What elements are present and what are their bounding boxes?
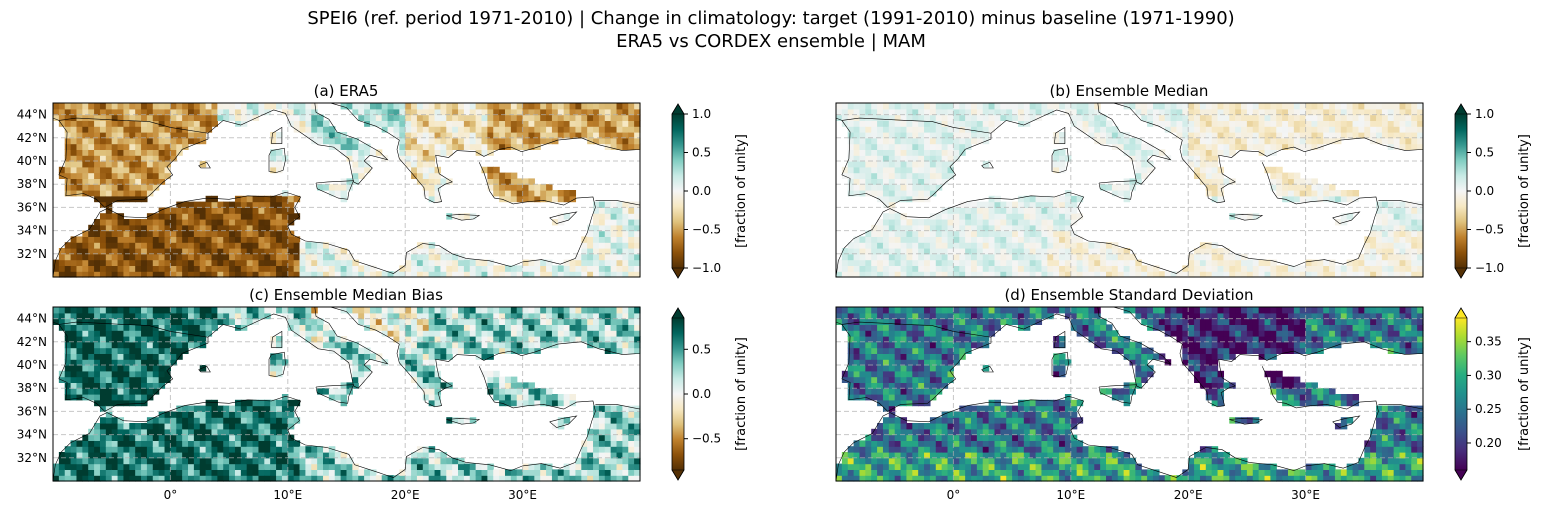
colorbar-c: [fraction of unity] 0.5 0.0 −0.5 <box>671 307 749 481</box>
lat-tick-label: 38°N <box>17 177 47 191</box>
lon-tick-label: 10°E <box>1056 488 1085 502</box>
lon-tick-label: 0° <box>164 488 178 502</box>
figure-title-line-1: SPEI6 (ref. period 1971-2010) | Change i… <box>307 8 1235 29</box>
panel-c-map: 44°N 42°N 40°N 38°N 36°N 34°N 32°N 0° 10°E 20°E 30… <box>17 306 641 502</box>
lat-tick-label: 42°N <box>17 335 47 349</box>
colorbar-tick-label: −0.5 <box>692 223 721 237</box>
colorbar-d-label: [fraction of unity] <box>1517 337 1532 451</box>
lat-tick-label: 40°N <box>17 358 47 372</box>
lat-tick-label: 34°N <box>17 224 47 238</box>
colorbar-d: [fraction of unity] 0.35 0.30 0.25 0.20 <box>1454 307 1532 481</box>
lat-tick-label: 44°N <box>17 108 47 122</box>
panel-d-map: 0° 10°E 20°E 30°E <box>835 306 1424 502</box>
colorbar-outline <box>671 307 685 481</box>
colorbar-tick-label: 0.35 <box>1475 335 1502 349</box>
panel-b-ensemble-median: (b) Ensemble Median <box>835 82 1424 278</box>
map-frame <box>52 306 641 482</box>
gridlines <box>53 307 640 481</box>
colorbar-extend-max <box>671 307 685 319</box>
colorbar-tick-label: 0.20 <box>1475 436 1502 450</box>
colorbar-b-label: [fraction of unity] <box>1517 134 1532 248</box>
gridlines <box>836 307 1423 481</box>
colorbar-tick-label: 0.30 <box>1475 368 1502 382</box>
panel-b-map <box>835 102 1424 278</box>
colorbar-extend-min <box>671 469 685 481</box>
colorbar-extend-max <box>1454 307 1468 319</box>
map-field-cells <box>836 307 1424 482</box>
colorbar-gradient <box>1455 114 1467 268</box>
colorbar-tick-label: −1.0 <box>1475 261 1504 275</box>
colorbar-c-label: [fraction of unity] <box>734 337 749 451</box>
figure-title-line-2: ERA5 vs CORDEX ensemble | MAM <box>616 31 926 52</box>
map-frame <box>835 306 1424 482</box>
colorbar-gradient <box>1455 318 1467 470</box>
lat-tick-label: 44°N <box>17 312 47 326</box>
colorbar-tick-label: 0.0 <box>692 387 711 401</box>
lon-tick-label: 10°E <box>273 488 302 502</box>
panel-d-ensemble-std: (d) Ensemble Standard Deviation 0° 10°E 20… <box>835 286 1424 502</box>
lat-tick-label: 32°N <box>17 451 47 465</box>
colorbar-outline <box>1454 307 1468 481</box>
colorbar-extend-min <box>1454 469 1468 481</box>
map-frame <box>835 102 1424 278</box>
panel-a-map: 44°N 42°N 40°N 38°N 36°N 34°N 32°N <box>17 102 641 278</box>
lon-tick-label: 20°E <box>391 488 420 502</box>
map-field-cells <box>53 103 641 278</box>
colorbar-tick-label: 0.0 <box>692 184 711 198</box>
colorbar-tick-label: 1.0 <box>1475 107 1494 121</box>
colorbar-gradient <box>672 318 684 470</box>
panel-c-ensemble-median-bias: (c) Ensemble Median Bias 44°N 42°N 40°N 38°… <box>17 286 641 502</box>
colorbar-tick-label: 0.5 <box>692 146 711 160</box>
lat-tick-label: 42°N <box>17 131 47 145</box>
colorbar-tick-label: 0.5 <box>692 342 711 356</box>
lat-tick-label: 36°N <box>17 200 47 214</box>
colorbar-tick-label: −0.5 <box>692 432 721 446</box>
lat-tick-label: 34°N <box>17 428 47 442</box>
lat-tick-label: 38°N <box>17 381 47 395</box>
lat-tick-label: 36°N <box>17 404 47 418</box>
map-field-cells <box>53 307 641 482</box>
colorbar-a: [fraction of unity] 1.0 0.5 0.0 −0.5 −1.0 <box>671 103 749 279</box>
colorbar-extend-min <box>1454 267 1468 279</box>
colorbar-gradient <box>672 114 684 268</box>
gridlines <box>53 103 640 277</box>
lon-tick-label: 0° <box>947 488 961 502</box>
panel-c-title: (c) Ensemble Median Bias <box>249 286 443 304</box>
lon-tick-label: 30°E <box>1291 488 1320 502</box>
colorbar-tick-label: 0.0 <box>1475 184 1494 198</box>
map-field-cells <box>836 103 1424 278</box>
colorbar-tick-label: 0.25 <box>1475 402 1502 416</box>
panel-d-title: (d) Ensemble Standard Deviation <box>1004 286 1253 304</box>
panel-a-title: (a) ERA5 <box>314 82 379 100</box>
colorbar-tick-label: −0.5 <box>1475 223 1504 237</box>
panel-b-title: (b) Ensemble Median <box>1050 82 1209 100</box>
panel-a-era5: (a) ERA5 44°N 42°N 40°N 38°N 36°N 34°N 32°N <box>17 82 641 278</box>
gridlines <box>836 103 1423 277</box>
lon-tick-label: 30°E <box>508 488 537 502</box>
colorbar-b: [fraction of unity] 1.0 0.5 0.0 −0.5 −1.0 <box>1454 103 1532 279</box>
colorbar-extend-max <box>1454 103 1468 115</box>
colorbar-tick-label: −1.0 <box>692 261 721 275</box>
lat-tick-label: 32°N <box>17 247 47 261</box>
colorbar-tick-label: 1.0 <box>692 107 711 121</box>
lat-tick-label: 40°N <box>17 154 47 168</box>
map-frame <box>52 102 641 278</box>
colorbar-extend-max <box>671 103 685 115</box>
colorbar-extend-min <box>671 267 685 279</box>
colorbar-a-label: [fraction of unity] <box>734 134 749 248</box>
lon-tick-label: 20°E <box>1174 488 1203 502</box>
colorbar-tick-label: 0.5 <box>1475 146 1494 160</box>
